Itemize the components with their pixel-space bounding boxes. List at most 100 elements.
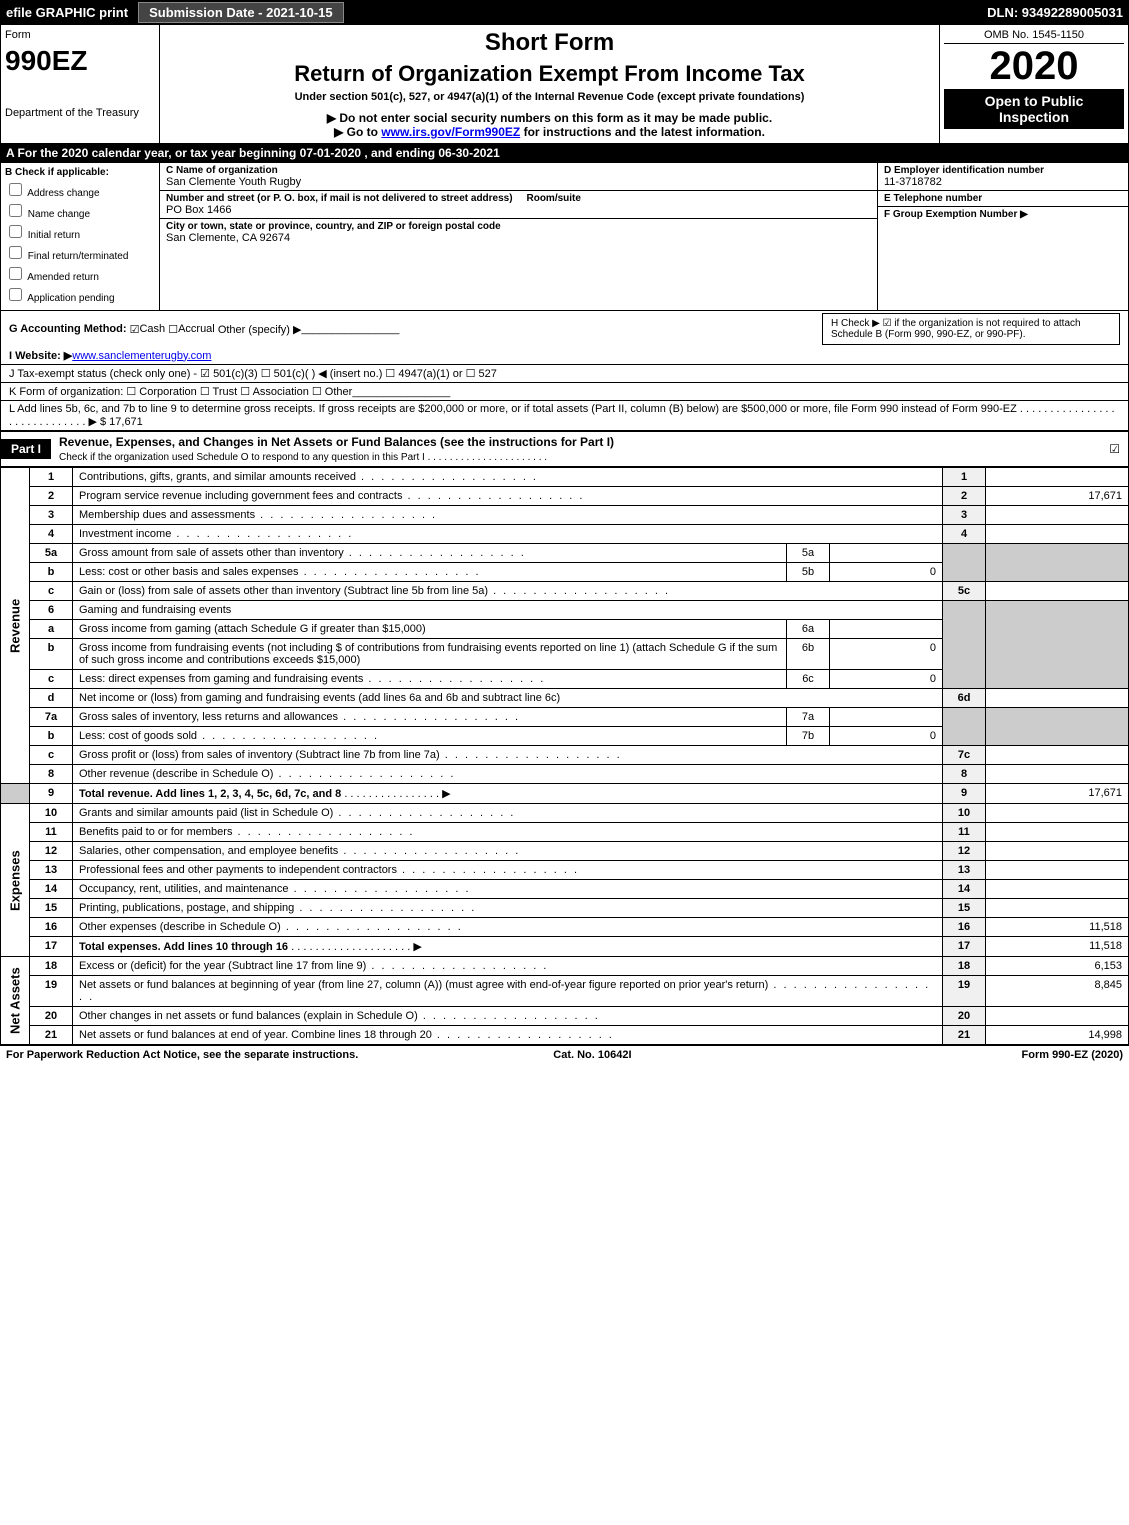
chk-address-change[interactable]: Address change <box>5 180 155 199</box>
website-link[interactable]: www.sanclementerugby.com <box>72 350 211 362</box>
line-12-col: 12 <box>943 842 986 861</box>
shaded-7 <box>943 708 986 746</box>
row-i: I Website: ▶ www.sanclementerugby.com <box>1 347 1128 364</box>
line-7b-sub: 7b <box>787 727 830 746</box>
line-9-col: 9 <box>943 784 986 804</box>
line-2-num: 2 <box>30 487 73 506</box>
part1-checkbox[interactable]: ☑ <box>1109 442 1120 456</box>
line-6a-num: a <box>30 620 73 639</box>
line-6b-desc: Gross income from fundraising events (no… <box>73 639 787 670</box>
box-h: H Check ▶ ☑ if the organization is not r… <box>822 313 1120 345</box>
line-13-num: 13 <box>30 861 73 880</box>
line-14-val <box>986 880 1129 899</box>
chk-final-return[interactable]: Final return/terminated <box>5 243 155 262</box>
line-14-col: 14 <box>943 880 986 899</box>
top-bar: efile GRAPHIC print Submission Date - 20… <box>0 0 1129 25</box>
line-7a-sub: 7a <box>787 708 830 727</box>
submission-date: Submission Date - 2021-10-15 <box>138 2 344 23</box>
row-g-h: G Accounting Method: ☑ Cash ☐ Accrual Ot… <box>1 311 1128 347</box>
shaded-5 <box>943 544 986 582</box>
goto-suffix: for instructions and the latest informat… <box>520 125 765 139</box>
irs-link[interactable]: www.irs.gov/Form990EZ <box>381 125 520 139</box>
line-9-num: 9 <box>30 784 73 804</box>
row-l: L Add lines 5b, 6c, and 7b to line 9 to … <box>1 400 1128 430</box>
ein-label: D Employer identification number <box>884 165 1122 176</box>
line-6c-subval: 0 <box>830 670 943 689</box>
addr-value: PO Box 1466 <box>166 204 871 216</box>
accrual-label: Accrual <box>178 323 215 335</box>
line-7a-num: 7a <box>30 708 73 727</box>
line-4-col: 4 <box>943 525 986 544</box>
city-label: City or town, state or province, country… <box>166 221 871 232</box>
line-1-val <box>986 468 1129 487</box>
line-15-desc: Printing, publications, postage, and shi… <box>73 899 943 918</box>
line-17-desc: Total expenses. Add lines 10 through 16 … <box>73 937 943 957</box>
line-1-desc: Contributions, gifts, grants, and simila… <box>73 468 943 487</box>
footer-center: Cat. No. 10642I <box>553 1049 631 1061</box>
ssn-notice: ▶ Do not enter social security numbers o… <box>164 111 935 125</box>
group-exempt-label: F Group Exemption Number ▶ <box>884 209 1122 220</box>
line-9-desc: Total revenue. Add lines 1, 2, 3, 4, 5c,… <box>73 784 943 804</box>
part1-check-text: Check if the organization used Schedule … <box>59 452 547 463</box>
line-5a-sub: 5a <box>787 544 830 563</box>
line-3-num: 3 <box>30 506 73 525</box>
subtitle: Under section 501(c), 527, or 4947(a)(1)… <box>164 91 935 103</box>
website-label: I Website: ▶ <box>9 349 72 362</box>
addr-label: Number and street (or P. O. box, if mail… <box>166 193 513 204</box>
form-label: Form <box>5 29 155 41</box>
form-number: 990EZ <box>5 45 155 77</box>
line-12-desc: Salaries, other compensation, and employ… <box>73 842 943 861</box>
line-6a-desc: Gross income from gaming (attach Schedul… <box>73 620 787 639</box>
revenue-end-spacer <box>1 784 30 804</box>
line-2-val: 17,671 <box>986 487 1129 506</box>
info-grid: B Check if applicable: Address change Na… <box>0 162 1129 311</box>
line-19-val: 8,845 <box>986 976 1129 1007</box>
header-center: Short Form Return of Organization Exempt… <box>160 25 939 143</box>
line-5a-num: 5a <box>30 544 73 563</box>
line-6d-num: d <box>30 689 73 708</box>
line-3-desc: Membership dues and assessments <box>73 506 943 525</box>
line-10-col: 10 <box>943 804 986 823</box>
goto-line: ▶ Go to www.irs.gov/Form990EZ for instru… <box>164 125 935 139</box>
line-7b-desc: Less: cost of goods sold <box>73 727 787 746</box>
box-f: F Group Exemption Number ▶ <box>878 207 1128 222</box>
line-7b-subval: 0 <box>830 727 943 746</box>
form-header: Form 990EZ Department of the Treasury Sh… <box>0 25 1129 144</box>
chk-amended-return[interactable]: Amended return <box>5 264 155 283</box>
efile-label[interactable]: efile GRAPHIC print <box>6 5 128 20</box>
line-5b-desc: Less: cost or other basis and sales expe… <box>73 563 787 582</box>
line-7c-desc: Gross profit or (loss) from sales of inv… <box>73 746 943 765</box>
org-name: San Clemente Youth Rugby <box>166 176 871 188</box>
line-6a-subval <box>830 620 943 639</box>
header-left: Form 990EZ Department of the Treasury <box>1 25 160 143</box>
line-2-desc: Program service revenue including govern… <box>73 487 943 506</box>
box-e: E Telephone number <box>878 191 1128 207</box>
line-12-num: 12 <box>30 842 73 861</box>
shaded-6 <box>943 601 986 689</box>
line-8-num: 8 <box>30 765 73 784</box>
part1-header: Part I Revenue, Expenses, and Changes in… <box>0 431 1129 467</box>
chk-initial-return[interactable]: Initial return <box>5 222 155 241</box>
line-7c-val <box>986 746 1129 765</box>
line-1-num: 1 <box>30 468 73 487</box>
dept-treasury: Department of the Treasury <box>5 107 155 119</box>
part1-title: Revenue, Expenses, and Changes in Net As… <box>51 432 1109 466</box>
line-20-val <box>986 1007 1129 1026</box>
line-8-val <box>986 765 1129 784</box>
chk-application-pending[interactable]: Application pending <box>5 285 155 304</box>
line-6c-desc: Less: direct expenses from gaming and fu… <box>73 670 787 689</box>
row-k: K Form of organization: ☐ Corporation ☐ … <box>1 382 1128 400</box>
line-5c-col: 5c <box>943 582 986 601</box>
line-6d-col: 6d <box>943 689 986 708</box>
line-11-col: 11 <box>943 823 986 842</box>
chk-name-change[interactable]: Name change <box>5 201 155 220</box>
city-value: San Clemente, CA 92674 <box>166 232 871 244</box>
line-14-num: 14 <box>30 880 73 899</box>
line-16-num: 16 <box>30 918 73 937</box>
box-b: B Check if applicable: Address change Na… <box>1 163 160 310</box>
omb-number: OMB No. 1545-1150 <box>944 29 1124 44</box>
revenue-section-label: Revenue <box>1 468 30 784</box>
line-5a-desc: Gross amount from sale of assets other t… <box>73 544 787 563</box>
line-21-col: 21 <box>943 1026 986 1045</box>
line-4-num: 4 <box>30 525 73 544</box>
